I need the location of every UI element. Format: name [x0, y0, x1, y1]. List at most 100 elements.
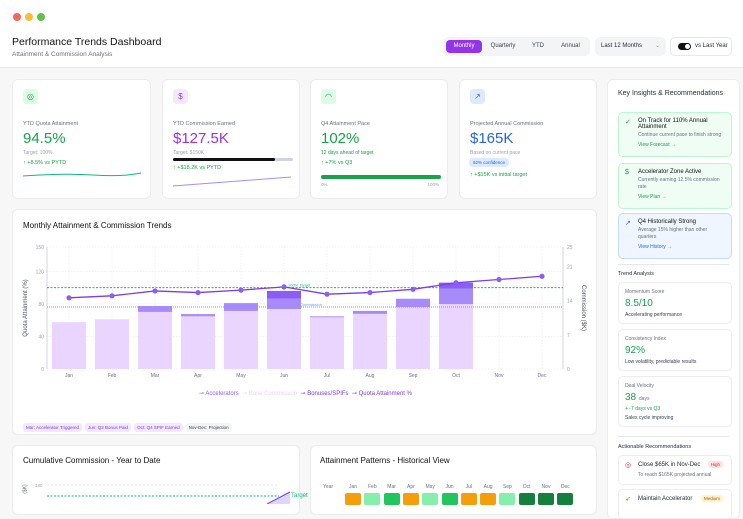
insights-sidebar: Key Insights & Recommendations ✓ On Track…	[607, 79, 740, 519]
recommendation-accelerator[interactable]: ➶ Maintain Accelerator Medium	[618, 489, 732, 519]
legend-base[interactable]: ⊸ Base Commission	[242, 391, 298, 397]
commission-line-label: Commission	[300, 302, 322, 307]
window-close-dot[interactable]	[13, 13, 21, 21]
target-line-label: 100% Target	[288, 283, 311, 288]
heatmap-month-jul: Jul	[465, 484, 472, 490]
chevron-down-icon: ⌄	[654, 43, 660, 49]
heatmap-cell[interactable]	[460, 493, 477, 505]
kpi-delta: ↑ +$18.2K vs PYTD	[173, 165, 222, 171]
check-circle-icon: ✓	[625, 119, 631, 126]
bar-base-commission-may	[224, 310, 258, 369]
heatmap-month-may: May	[425, 484, 435, 490]
legend-accelerators[interactable]: ⊸ Accelerators	[199, 391, 239, 397]
quota-point-feb	[109, 293, 115, 299]
bar-bonuses-spifs-oct	[439, 282, 473, 289]
period-ytd[interactable]: YTD	[532, 43, 544, 49]
quota-point-jul	[324, 291, 330, 297]
commission-progress-bar	[173, 158, 293, 161]
heatmap-month-jan: Jan	[348, 484, 358, 490]
cumulative-chart	[47, 484, 291, 504]
kpi-delta: ↑ +$15K vs initial target	[470, 172, 528, 178]
heatmap-cell[interactable]	[441, 493, 458, 505]
annotation-tag: Jun: Q2 Bonus Paid	[85, 423, 132, 432]
cumulative-card: Cumulative Commission - Year to Date ($K…	[12, 445, 308, 515]
progress-max: 100%	[427, 182, 439, 187]
y-tick-label: 0	[41, 367, 44, 373]
range-select[interactable]: Last 12 Months ⌄	[595, 37, 666, 56]
y2-axis-label: Commission ($K)	[580, 285, 586, 331]
x-tick-label: Sep	[409, 373, 418, 379]
heatmap-cell[interactable]	[557, 493, 574, 505]
heatmap-cell[interactable]	[538, 493, 554, 505]
y-tick-label: 120	[36, 269, 45, 275]
window-zoom-dot[interactable]	[37, 13, 45, 21]
period-quarterly[interactable]: Quarterly	[490, 43, 516, 49]
heatmap-month-jun: Jun	[445, 484, 454, 490]
y2-tick-label: 7	[567, 333, 570, 339]
kpi-target: Target: $150K	[173, 150, 205, 156]
view-history-link[interactable]: View History →	[638, 244, 673, 250]
kpi-card-q4-pace: ◠ Q4 Attainment Pace 102% 12 days ahead …	[310, 79, 448, 199]
heatmap-cell[interactable]	[518, 493, 535, 505]
heatmap-cell[interactable]	[383, 493, 400, 505]
y-axis-label: Quota Attainment (%)	[23, 279, 29, 336]
page-subtitle: Attainment & Commission Analysis	[12, 51, 113, 58]
bar-accelerators-oct	[439, 288, 473, 305]
heatmap-title: Attainment Patterns - Historical View	[320, 456, 450, 465]
x-tick-label: Jul	[324, 373, 330, 379]
y-tick-label: 40	[38, 334, 44, 340]
bar-accelerators-aug	[353, 310, 387, 314]
annotation-tag: Nov-Dec: Projection	[185, 423, 232, 432]
page-title: Performance Trends Dashboard	[12, 36, 162, 48]
chart-legend: ⊸ Accelerators ⊸ Base Commission ⊸ Bonus…	[13, 390, 598, 397]
heatmap-cell[interactable]	[364, 493, 381, 505]
quota-point-jan	[66, 295, 72, 301]
y2-tick-label: 14	[567, 299, 573, 305]
y2-tick-label: 21	[567, 265, 573, 271]
x-tick-label: Jun	[280, 373, 288, 379]
bar-base-commission-oct	[439, 304, 473, 369]
kpi-delta: ↑ +8.5% vs PYTD	[23, 160, 67, 166]
kpi-label: YTD Quota Attainment	[23, 121, 79, 127]
bar-accelerators-jul	[310, 316, 344, 318]
heatmap-month-oct: Oct	[522, 484, 531, 490]
sparkline	[23, 172, 142, 177]
window-minimize-dot[interactable]	[25, 13, 33, 21]
x-tick-label: Apr	[194, 373, 202, 379]
kpi-card-projected: ↗ Projected Annual Commission $165K Base…	[459, 79, 597, 199]
heatmap-cell[interactable]	[345, 493, 361, 505]
legend-quota[interactable]: ⊸ Quota Attainment %	[351, 391, 412, 397]
period-annual[interactable]: Annual	[561, 43, 580, 49]
legend-bonuses[interactable]: ⊸ Bonuses/SPIFs	[300, 391, 349, 397]
x-tick-label: Nov	[495, 373, 504, 379]
x-tick-label: Aug	[366, 373, 375, 379]
kpi-value: 94.5%	[23, 130, 66, 147]
heatmap-cell[interactable]	[499, 493, 516, 505]
y2-tick-label: 0	[567, 367, 570, 373]
pace-progress-bar	[321, 175, 441, 179]
trend-up-icon: ↗	[625, 220, 631, 227]
compare-toggle[interactable]: vs Last Year	[670, 37, 732, 56]
y2-tick-label: 25	[567, 245, 573, 251]
bar-accelerators-sep	[396, 298, 430, 308]
heatmap-cell[interactable]	[480, 493, 497, 505]
trend-analysis-title: Trend Analysis	[618, 271, 654, 277]
heatmap-cell[interactable]	[402, 493, 419, 505]
kpi-label: Projected Annual Commission	[470, 121, 544, 127]
x-tick-label: Mar	[151, 373, 160, 379]
cumulative-title: Cumulative Commission - Year to Date	[23, 456, 161, 465]
x-tick-label: Oct	[452, 373, 460, 379]
view-forecast-link[interactable]: View Forecast →	[638, 142, 676, 148]
divider	[618, 264, 729, 265]
kpi-sub: Based on current pace	[470, 150, 521, 156]
recommendation-close[interactable]: ◎ Close $65K in Nov-Dec High To reach $165K…	[618, 455, 732, 485]
bar-base-commission-jul	[310, 317, 344, 369]
y-tick-label: 80	[38, 302, 44, 308]
kpi-label: Q4 Attainment Pace	[321, 121, 370, 127]
insight-on-track: ✓ On Track for 110% Annual Attainment Cont…	[618, 112, 732, 157]
heatmap-cell[interactable]	[422, 493, 439, 505]
progress-min: 0%	[321, 182, 328, 187]
view-plan-link[interactable]: View Plan →	[638, 194, 667, 200]
trend-up-icon: ↗	[470, 89, 485, 104]
period-monthly[interactable]: Monthly	[446, 40, 482, 53]
